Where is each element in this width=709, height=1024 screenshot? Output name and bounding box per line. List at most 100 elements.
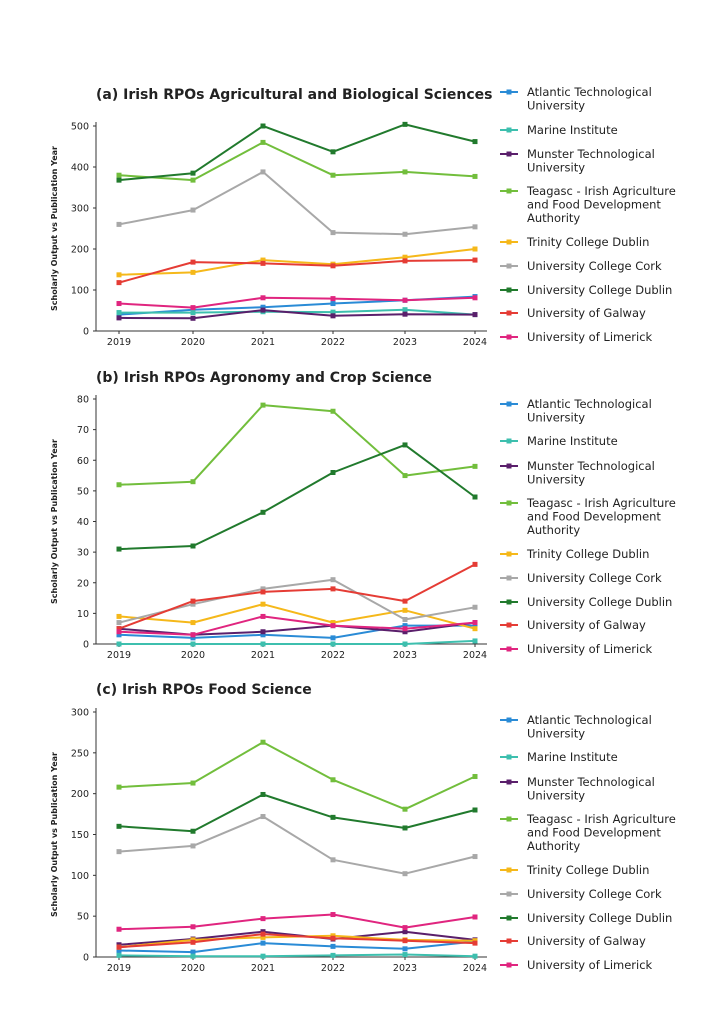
data-point-university-of-galway (190, 259, 196, 265)
data-point-trinity-college-dublin (190, 620, 196, 626)
y-tick-label: 500 (71, 122, 89, 133)
series-line-munster-technological-university (118, 309, 476, 320)
legend-label-line: Marine Institute (527, 123, 618, 137)
legend-label: Atlantic Technological University (527, 713, 652, 741)
data-point-teagasc-irish-agriculture-and-food-development-authority (330, 172, 336, 178)
chart-svg-b: (b) Irish RPOs Agronomy and Crop Science… (50, 370, 676, 661)
data-point-university-of-galway (260, 260, 266, 266)
x-tick-label: 2023 (393, 963, 417, 974)
legend-swatch-marker (506, 263, 512, 269)
data-point-atlantic-technological-university (260, 632, 266, 638)
legend-item-marine-institute: Marine Institute (500, 434, 618, 448)
data-point-university-college-cork (330, 577, 336, 583)
data-point-university-college-cork (472, 604, 478, 610)
y-tick-label: 40 (77, 517, 89, 528)
x-tick-label: 2020 (181, 337, 205, 348)
data-point-university-of-limerick (402, 297, 408, 303)
data-point-university-college-dublin (472, 807, 478, 813)
legend-swatch-marker (506, 754, 512, 760)
legend-label-line: Trinity College Dublin (526, 235, 649, 249)
data-point-marine-institute (190, 641, 196, 647)
x-tick-label: 2023 (393, 650, 417, 661)
data-point-university-of-galway (116, 944, 122, 950)
legend-item-university-college-dublin: University College Dublin (500, 283, 672, 297)
data-point-university-of-galway (402, 598, 408, 604)
data-point-munster-technological-university (472, 312, 478, 318)
legend-swatch-marker (506, 816, 512, 822)
legend-label: Marine Institute (527, 434, 618, 448)
x-tick-label: 2024 (463, 337, 487, 348)
y-tick-label: 0 (83, 327, 89, 338)
legend-swatch-marker (506, 127, 512, 133)
legend-label-line: University (527, 473, 585, 487)
legend-swatch-marker (506, 151, 512, 157)
data-point-trinity-college-dublin (472, 246, 478, 252)
x-tick-label: 2021 (251, 650, 275, 661)
data-point-munster-technological-university (402, 629, 408, 635)
legend-label-line: University College Dublin (527, 283, 672, 297)
data-point-teagasc-irish-agriculture-and-food-development-authority (330, 777, 336, 783)
data-point-university-college-cork (472, 854, 478, 860)
data-point-trinity-college-dublin (330, 620, 336, 626)
data-point-university-of-limerick (402, 925, 408, 931)
data-point-trinity-college-dublin (116, 613, 122, 619)
data-point-university-college-cork (330, 857, 336, 863)
legend-swatch-marker (506, 188, 512, 194)
data-point-university-college-dublin (472, 494, 478, 500)
legend-label: University of Limerick (527, 642, 653, 656)
y-tick-label: 80 (77, 395, 89, 406)
legend-item-marine-institute: Marine Institute (500, 123, 618, 137)
legend-label-line: Atlantic Technological (527, 397, 652, 411)
legend-label-line: University (527, 161, 585, 175)
series-line-marine-institute (119, 308, 476, 316)
legend-label: Munster Technological University (527, 459, 655, 487)
data-point-teagasc-irish-agriculture-and-food-development-authority (402, 169, 408, 175)
data-point-university-of-galway (472, 257, 478, 263)
legend-item-trinity-college-dublin: Trinity College Dublin (500, 547, 649, 561)
data-point-teagasc-irish-agriculture-and-food-development-authority (472, 173, 478, 179)
data-point-atlantic-technological-university (472, 623, 478, 629)
y-tick-label: 60 (77, 456, 89, 467)
legend-label-line: Teagasc - Irish Agriculture (526, 184, 676, 198)
legend-item-munster-technological-university: Munster Technological University (500, 147, 655, 175)
x-tick-label: 2021 (251, 337, 275, 348)
data-point-university-of-limerick (260, 613, 266, 619)
data-point-university-of-galway (116, 280, 122, 286)
y-tick-label: 50 (77, 486, 89, 497)
y-tick-label: 400 (71, 163, 89, 174)
data-point-university-college-dublin (472, 139, 478, 145)
data-point-munster-technological-university (190, 315, 196, 321)
data-point-university-college-cork (330, 230, 336, 236)
series-line-trinity-college-dublin (118, 248, 476, 276)
legend-item-munster-technological-university: Munster Technological University (500, 459, 655, 487)
legend-label: University of Galway (527, 934, 646, 948)
data-point-marine-institute (260, 641, 266, 647)
y-tick-label: 70 (77, 425, 89, 436)
legend-item-university-of-limerick: University of Limerick (500, 330, 653, 344)
data-point-university-of-galway (260, 589, 266, 595)
legend-label-line: and Food Development (527, 510, 661, 524)
data-point-marine-institute (330, 641, 336, 647)
legend-item-teagasc-irish-agriculture-and-food-development-authority: Teagasc - Irish Agriculture and Food Deve… (500, 812, 676, 853)
data-point-university-of-limerick (330, 623, 336, 629)
data-point-university-college-cork (260, 586, 266, 592)
legend-swatch-marker (506, 915, 512, 921)
legend-label-line: Munster Technological (527, 459, 655, 473)
legend-swatch-marker (506, 938, 512, 944)
series-line-trinity-college-dublin (118, 603, 476, 630)
data-point-university-college-dublin (260, 123, 266, 129)
legend-label-line: University (527, 99, 585, 113)
legend-label-line: Munster Technological (527, 147, 655, 161)
legend-label: Marine Institute (527, 750, 618, 764)
series-line-university-of-limerick (118, 615, 476, 636)
data-point-university-of-limerick (260, 295, 266, 301)
legend-swatch-marker (506, 401, 512, 407)
legend-label: Trinity College Dublin (526, 235, 649, 249)
data-point-teagasc-irish-agriculture-and-food-development-authority (260, 739, 266, 745)
series-line-university-college-dublin (118, 123, 476, 182)
data-point-university-of-limerick (472, 295, 478, 301)
y-tick-label: 20 (77, 578, 89, 589)
data-point-munster-technological-university (260, 629, 266, 635)
legend-swatch-marker (506, 891, 512, 897)
data-point-trinity-college-dublin (260, 934, 266, 940)
